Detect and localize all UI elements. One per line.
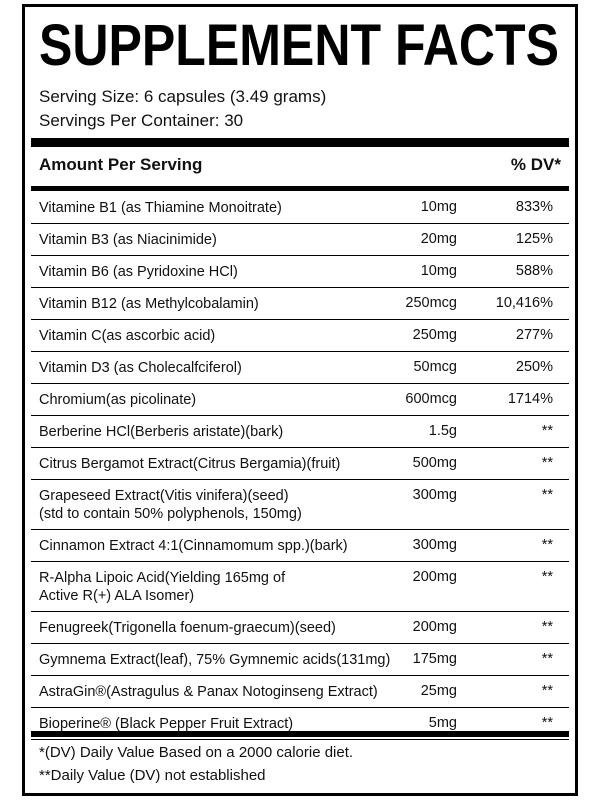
amount: 50mcg xyxy=(413,359,457,375)
amount: 20mg xyxy=(420,231,457,247)
name-line: Vitamin C(as ascorbic acid) xyxy=(39,328,216,344)
nutrient-name: Citrus Bergamot Extract(Citrus Bergamia)… xyxy=(39,455,340,473)
nutrient-row: AstraGin®(Astragulus & Panax Notoginseng… xyxy=(31,676,569,708)
nutrient-name: Vitamin D3 (as Cholecalfciferol) xyxy=(39,359,242,377)
medium-rule xyxy=(31,186,569,191)
daily-value: 588% xyxy=(515,263,553,279)
amount: 10mg xyxy=(420,199,457,215)
nutrient-row: Vitamine B1 (as Thiamine Monoitrate) 10mg… xyxy=(31,192,569,224)
nutrient-row: Chromium(as picolinate) 600mcg 1714% xyxy=(31,384,569,416)
name-line: AstraGin®(Astragulus & Panax Notoginseng… xyxy=(39,684,378,700)
name-line: Vitamin D3 (as Cholecalfciferol) xyxy=(39,360,242,376)
thick-rule xyxy=(31,138,569,147)
daily-value: 277% xyxy=(515,327,553,343)
name-line: Grapeseed Extract(Vitis vinifera)(seed) xyxy=(39,488,289,504)
thick-rule xyxy=(31,731,569,737)
amount: 5mg xyxy=(428,715,457,731)
amount: 600mcg xyxy=(405,391,457,407)
daily-value: ** xyxy=(541,569,553,585)
name-line: Chromium(as picolinate) xyxy=(39,392,197,408)
daily-value: ** xyxy=(541,537,553,553)
nutrient-row: Vitamin C(as ascorbic acid) 250mg 277% xyxy=(31,320,569,352)
nutrient-row: Grapeseed Extract(Vitis vinifera)(seed) (… xyxy=(31,480,569,530)
nutrient-name: Vitamin B6 (as Pyridoxine HCl) xyxy=(39,263,238,281)
footnote: **Daily Value (DV) not established xyxy=(39,767,266,784)
name-line: Gymnema Extract(leaf), 75% Gymnemic acid… xyxy=(39,652,391,668)
daily-value: 250% xyxy=(515,359,553,375)
amount: 1.5g xyxy=(428,423,457,439)
nutrient-name: R-Alpha Lipoic Acid(Yielding 165mg of Act… xyxy=(39,569,285,605)
daily-value: ** xyxy=(541,651,553,667)
amount: 25mg xyxy=(420,683,457,699)
nutrient-row: Gymnema Extract(leaf), 75% Gymnemic acid… xyxy=(31,644,569,676)
amount: 300mg xyxy=(412,487,457,503)
nutrient-name: Vitamin C(as ascorbic acid) xyxy=(39,327,215,345)
daily-value: 1714% xyxy=(507,391,553,407)
nutrient-row: R-Alpha Lipoic Acid(Yielding 165mg of Act… xyxy=(31,562,569,612)
name-line: Berberine HCl(Berberis aristate)(bark) xyxy=(39,424,284,440)
nutrient-name: AstraGin®(Astragulus & Panax Notoginseng… xyxy=(39,683,378,701)
nutrient-row: Vitamin B6 (as Pyridoxine HCl) 10mg 588% xyxy=(31,256,569,288)
nutrient-name: Berberine HCl(Berberis aristate)(bark) xyxy=(39,423,283,441)
nutrient-name: Vitamin B3 (as Niacinimide) xyxy=(39,231,217,249)
name-line: (std to contain 50% polyphenols, 150mg) xyxy=(39,506,302,522)
column-header: % DV* xyxy=(510,155,561,174)
nutrient-row: Vitamin B12 (as Methylcobalamin) 250mcg 10… xyxy=(31,288,569,320)
amount: 300mg xyxy=(412,537,457,553)
nutrient-row: Vitamin B3 (as Niacinimide) 20mg 125% xyxy=(31,224,569,256)
amount: 250mg xyxy=(412,327,457,343)
amount: 200mg xyxy=(412,619,457,635)
name-line: Fenugreek(Trigonella foenum-graecum)(see… xyxy=(39,620,336,636)
title-svg: SUPPLEMENT FACTS xyxy=(39,13,559,75)
nutrient-name: Gymnema Extract(leaf), 75% Gymnemic acid… xyxy=(39,651,390,669)
facts-panel: SUPPLEMENT FACTS Serving Size: 6 capsule… xyxy=(22,4,578,796)
name-line: Citrus Bergamot Extract(Citrus Bergamia)… xyxy=(39,456,341,472)
daily-value: ** xyxy=(541,487,553,503)
nutrient-row: Vitamin D3 (as Cholecalfciferol) 50mcg 250… xyxy=(31,352,569,384)
servings-per-container: Servings Per Container: 30 xyxy=(39,111,244,130)
nutrient-row: Bioperine® (Black Pepper Fruit Extract) 5… xyxy=(31,708,569,740)
name-line: Active R(+) ALA Isomer) xyxy=(39,588,195,604)
serving-size: Serving Size: 6 capsules (3.49 grams) xyxy=(39,87,327,106)
name-line: Vitamin B6 (as Pyridoxine HCl) xyxy=(39,264,238,280)
daily-value: ** xyxy=(541,683,553,699)
amount: 175mg xyxy=(412,651,457,667)
daily-value: ** xyxy=(541,423,553,439)
amount: 200mg xyxy=(412,569,457,585)
daily-value: ** xyxy=(541,715,553,731)
nutrient-name: Grapeseed Extract(Vitis vinifera)(seed) (… xyxy=(39,487,302,523)
nutrient-row: Fenugreek(Trigonella foenum-graecum)(see… xyxy=(31,612,569,644)
nutrient-name: Vitamin B12 (as Methylcobalamin) xyxy=(39,295,259,313)
amount: 500mg xyxy=(412,455,457,471)
daily-value: 833% xyxy=(515,199,553,215)
name-line: Cinnamon Extract 4:1(Cinnamomum spp.)(ba… xyxy=(39,538,348,554)
amount: 250mcg xyxy=(405,295,457,311)
nutrient-name: Fenugreek(Trigonella foenum-graecum)(see… xyxy=(39,619,336,637)
nutrient-row: Cinnamon Extract 4:1(Cinnamomum spp.)(ba… xyxy=(31,530,569,562)
amount: 10mg xyxy=(420,263,457,279)
daily-value: ** xyxy=(541,455,553,471)
name-line: Vitamin B12 (as Methylcobalamin) xyxy=(39,296,259,312)
name-line: Vitamine B1 (as Thiamine Monoitrate) xyxy=(39,200,282,216)
footnote: *(DV) Daily Value Based on a 2000 calori… xyxy=(39,744,354,761)
nutrient-name: Bioperine® (Black Pepper Fruit Extract) xyxy=(39,715,293,733)
nutrient-name: Cinnamon Extract 4:1(Cinnamomum spp.)(ba… xyxy=(39,537,348,555)
title: SUPPLEMENT FACTS xyxy=(39,13,559,75)
name-line: Bioperine® (Black Pepper Fruit Extract) xyxy=(39,716,294,732)
daily-value: ** xyxy=(541,619,553,635)
column-header: Amount Per Serving xyxy=(39,155,203,174)
nutrient-row: Citrus Bergamot Extract(Citrus Bergamia)… xyxy=(31,448,569,480)
nutrient-rows: Vitamine B1 (as Thiamine Monoitrate) 10mg… xyxy=(31,192,569,740)
nutrient-row: Berberine HCl(Berberis aristate)(bark) 1.… xyxy=(31,416,569,448)
nutrient-name: Chromium(as picolinate) xyxy=(39,391,196,409)
nutrient-name: Vitamine B1 (as Thiamine Monoitrate) xyxy=(39,199,282,217)
name-line: Vitamin B3 (as Niacinimide) xyxy=(39,232,217,248)
daily-value: 10,416% xyxy=(495,295,553,311)
daily-value: 125% xyxy=(515,231,553,247)
name-line: R-Alpha Lipoic Acid(Yielding 165mg of xyxy=(39,570,286,586)
